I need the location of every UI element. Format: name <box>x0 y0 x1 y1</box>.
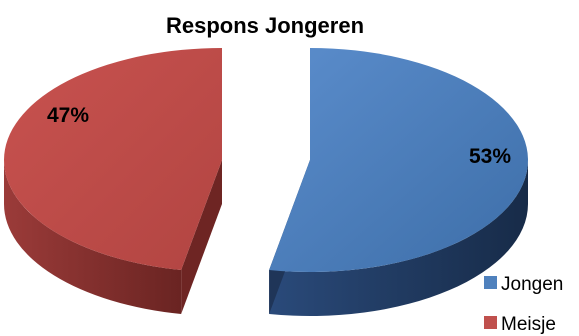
legend-label-meisje: Meisje <box>501 314 556 335</box>
slice-meisje-cut <box>181 160 222 315</box>
legend-swatch-jongen <box>484 276 497 289</box>
slice-jongen-side <box>269 160 528 316</box>
pie-slices <box>3 48 528 316</box>
legend-label-jongen: Jongen <box>501 274 563 295</box>
data-label-jongen: 53% <box>469 145 511 168</box>
chart-title: Respons Jongeren <box>166 13 364 38</box>
slice-meisje-top <box>3 48 222 271</box>
slice-jongen-top <box>269 48 528 272</box>
legend-swatch-meisje <box>484 316 497 329</box>
legend: Jongen Meisje <box>484 274 563 335</box>
slice-meisje-side <box>4 160 182 315</box>
data-label-meisje: 47% <box>47 104 89 127</box>
